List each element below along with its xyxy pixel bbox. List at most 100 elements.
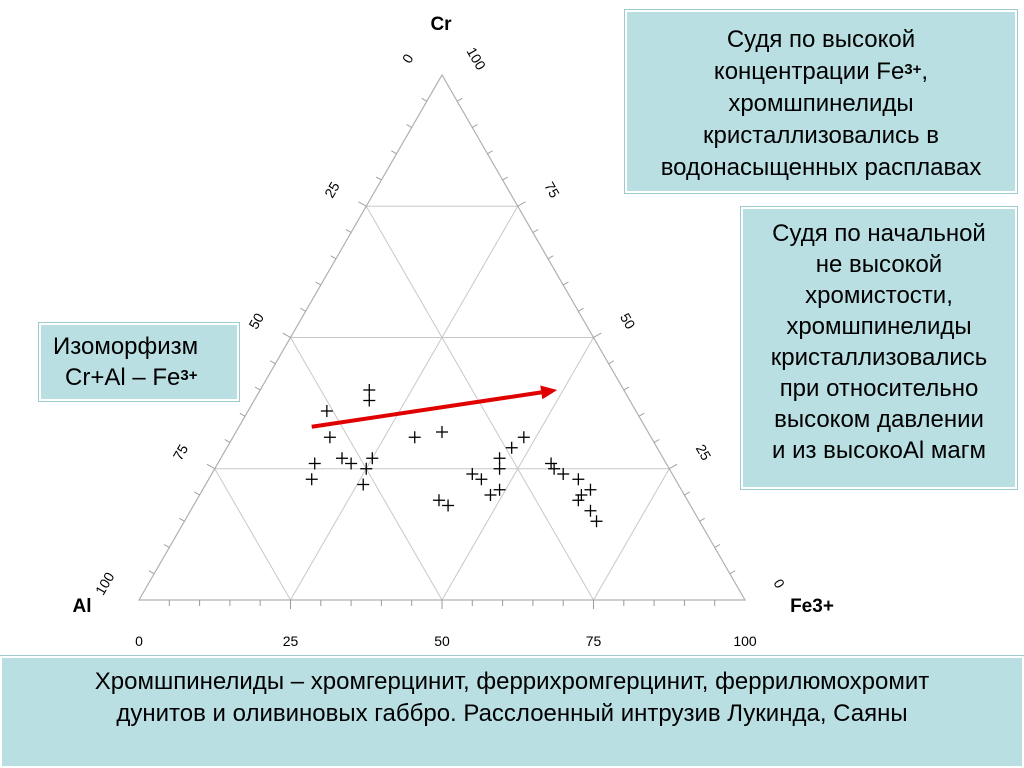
tick-mark (669, 463, 678, 470)
data-point (517, 431, 530, 444)
tick-label-left: 50 (245, 310, 267, 332)
note-line: Судя по высокой (726, 26, 916, 53)
data-point (493, 483, 506, 496)
data-point (442, 499, 455, 512)
note-line: Cr+Al – Fe3+ (65, 364, 198, 391)
tick-mark (163, 544, 170, 548)
tick-mark (224, 439, 231, 443)
note-line: водонасыщенных расплавах (660, 154, 982, 181)
tick-mark (282, 332, 291, 338)
tick-mark (608, 360, 615, 365)
tick-label-right: 50 (617, 310, 639, 332)
data-point (545, 457, 558, 470)
data-point (363, 394, 376, 407)
data-point (336, 452, 349, 465)
tick-mark (699, 517, 706, 522)
caption-line: дунитов и оливиновых габбро. Расслоенный… (116, 700, 908, 727)
data-point (345, 457, 358, 470)
data-point (505, 441, 518, 454)
note-line: Изоморфизм (53, 333, 199, 360)
tick-mark (391, 150, 397, 155)
tick-mark (358, 201, 367, 207)
trend-arrow-head (540, 385, 558, 400)
tick-mark (148, 570, 155, 575)
note-fe3-concentration: Судя по высокой концентрации Fe3+, хромш… (625, 10, 1017, 193)
note-line: хромистости, (805, 282, 953, 309)
data-point (308, 457, 321, 470)
tick-mark (532, 229, 539, 233)
tick-mark (206, 463, 215, 470)
ternary-grid (214, 205, 670, 601)
caption-line: Хромшпинелиды – хромгерцинит, феррихромг… (94, 668, 930, 695)
tick-mark (562, 281, 569, 286)
tick-mark (254, 386, 261, 391)
vertex-label-fe3: Fe3+ (790, 596, 834, 617)
tick-mark (315, 281, 322, 286)
trend-arrow (311, 385, 558, 429)
data-point (432, 494, 445, 507)
tick-label-bottom: 0 (135, 633, 143, 649)
data-point (436, 426, 448, 438)
data-point (493, 452, 506, 465)
tick-mark (502, 176, 509, 181)
data-point (408, 431, 421, 444)
tick-mark (178, 517, 185, 522)
tick-mark (684, 491, 690, 496)
note-line: Судя по начальной (772, 220, 986, 247)
tick-mark (300, 307, 306, 312)
tick-mark (375, 176, 382, 181)
tick-mark (406, 124, 412, 128)
note-line: при относительно (779, 375, 979, 402)
data-point (323, 431, 336, 444)
tick-mark (653, 439, 660, 443)
data-point (366, 452, 379, 465)
tick-mark (593, 332, 602, 338)
tick-mark (269, 360, 276, 365)
note-line: хромшпинелиды (786, 313, 972, 340)
tick-mark (456, 97, 463, 102)
tick-label-left: 100 (92, 569, 118, 597)
data-point (305, 473, 318, 486)
tick-label-right: 75 (541, 179, 563, 201)
tick-label-left: 25 (321, 179, 343, 201)
data-point (493, 462, 506, 475)
note-line: концентрации Fe3+, (713, 58, 929, 85)
data-point (484, 489, 497, 501)
data-point (557, 468, 570, 480)
tick-mark (421, 97, 428, 102)
caption-footer: Хромшпинелиды – хромгерцинит, феррихромг… (0, 656, 1024, 768)
data-point (363, 384, 376, 396)
note-line: не высокой (815, 251, 943, 278)
data-point (475, 473, 488, 486)
note-line: хромшпинелиды (728, 90, 914, 117)
tick-mark (547, 255, 554, 260)
tick-mark (330, 255, 337, 260)
note-line: и из высокоAl магм (772, 437, 986, 464)
grid-line (214, 468, 291, 601)
tick-label-bottom: 100 (733, 633, 757, 649)
tick-label-right: 100 (464, 44, 490, 72)
note-isomorphism: Изоморфизм Cr+Al – Fe3+ (39, 323, 239, 401)
data-point (357, 478, 370, 491)
data-point (590, 515, 603, 528)
data-point (548, 462, 561, 475)
tick-label-left: 0 (399, 51, 417, 66)
vertex-label-al: Al (73, 596, 92, 617)
tick-mark (517, 201, 526, 207)
note-line: кристаллизовались (770, 344, 988, 371)
tick-label-right: 0 (770, 576, 788, 591)
vertex-label-cr: Cr (430, 14, 452, 35)
data-point (572, 494, 585, 507)
tick-mark (472, 124, 478, 128)
grid-line (593, 468, 670, 601)
tick-label-bottom: 25 (283, 633, 299, 649)
data-point (584, 483, 597, 496)
data-point (320, 405, 333, 417)
tick-mark (487, 150, 493, 155)
trend-arrow-shaft (311, 390, 542, 429)
tick-mark (578, 307, 584, 312)
data-point (572, 473, 585, 486)
data-points (305, 384, 603, 528)
note-line: кристаллизовались в (703, 122, 939, 149)
